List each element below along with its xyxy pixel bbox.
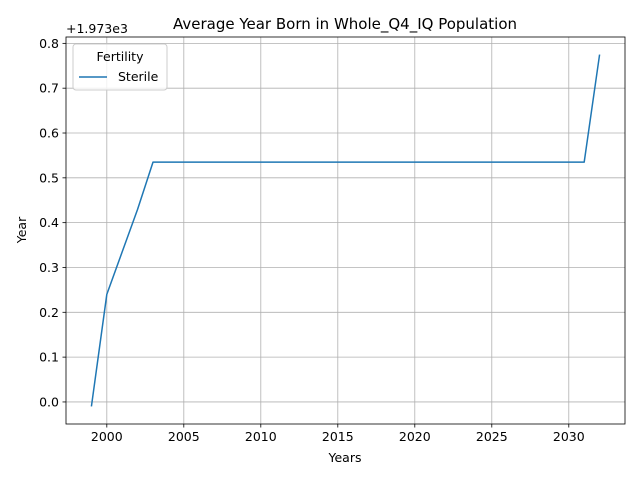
x-axis: 2000 2005 2010 2015 2020 2025 2030: [91, 424, 585, 444]
grid-lines: [66, 37, 625, 424]
legend-label-sterile: Sterile: [118, 69, 159, 84]
y-tick-label: 0.3: [39, 260, 59, 275]
x-tick-label: 2030: [553, 429, 585, 444]
x-tick-label: 2000: [91, 429, 123, 444]
y-tick-label: 0.7: [39, 81, 59, 96]
offset-text: +1.973e3: [66, 21, 128, 36]
y-tick-label: 0.5: [39, 170, 59, 185]
y-tick-label: 0.2: [39, 305, 59, 320]
x-tick-label: 2005: [168, 429, 200, 444]
y-axis: 0.0 0.1 0.2 0.3 0.4 0.5 0.6 0.7 0.8: [39, 36, 66, 409]
x-tick-label: 2025: [476, 429, 508, 444]
x-axis-label: Years: [328, 450, 362, 465]
chart-title: Average Year Born in Whole_Q4_IQ Populat…: [173, 15, 517, 34]
legend-box: [72, 43, 168, 91]
legend: Fertility Sterile: [72, 43, 168, 91]
series-group: [90, 54, 601, 407]
series-line-sterile: [90, 54, 601, 407]
y-tick-label: 0.8: [39, 36, 59, 51]
y-tick-label: 0.1: [39, 350, 59, 365]
plot-frame: [65, 36, 626, 425]
y-axis-label: Year: [14, 216, 29, 244]
legend-title: Fertility: [97, 49, 145, 64]
y-tick-label: 0.4: [39, 215, 59, 230]
x-tick-label: 2015: [322, 429, 354, 444]
y-tick-label: 0.0: [39, 394, 59, 409]
x-tick-label: 2020: [399, 429, 431, 444]
y-tick-label: 0.6: [39, 126, 59, 141]
x-tick-label: 2010: [245, 429, 277, 444]
